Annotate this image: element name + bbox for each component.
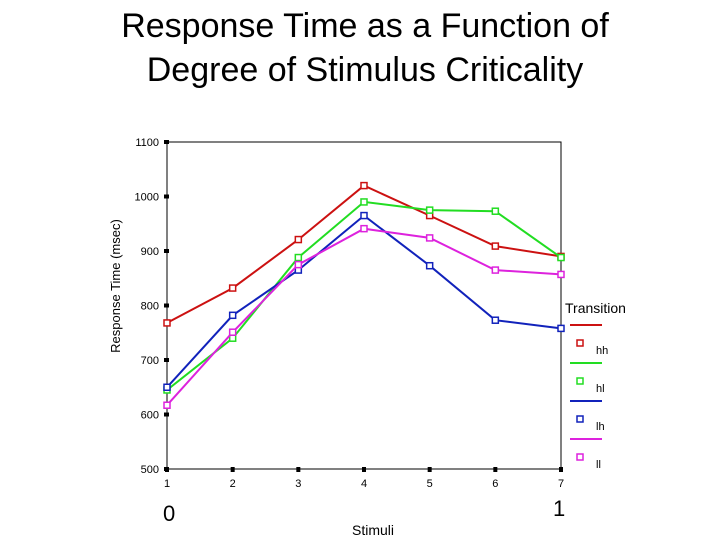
legend-marker-hh [576, 339, 584, 347]
data-point-lh [557, 324, 565, 333]
data-point-ll [557, 270, 565, 279]
x-tick-label: 3 [295, 478, 301, 490]
data-point-lh [360, 211, 368, 220]
data-point-hh [228, 284, 237, 292]
series-lh [163, 211, 565, 391]
data-point-ll [425, 234, 434, 242]
legend-marker-hl [576, 377, 584, 385]
legend-label-ll: ll [596, 459, 601, 471]
data-point-hl [360, 198, 368, 206]
y-axis: 500 600 700 800 900 1000 1100 [135, 137, 169, 476]
x-tick-label: 4 [361, 478, 367, 490]
data-point-hh [360, 181, 368, 190]
data-point-ll [163, 401, 171, 409]
data-point-hl [228, 334, 237, 342]
y-tick-label: 1100 [135, 137, 159, 149]
x-tick [493, 467, 498, 472]
x-tick-label: 6 [492, 478, 498, 490]
scale-start-label: 0 [163, 501, 176, 526]
y-tick [164, 412, 169, 417]
y-tick-label: 800 [141, 301, 159, 313]
x-tick [296, 467, 301, 472]
y-tick [164, 194, 169, 199]
legend-marker-ll [576, 453, 584, 461]
x-tick [559, 467, 563, 472]
data-point-ll [294, 260, 303, 269]
chart-title: Response Time as a Function of Degree of… [0, 4, 720, 92]
x-axis-label: Stimuli [352, 522, 394, 538]
y-tick-label: 900 [141, 246, 159, 258]
y-tick-label: 1000 [135, 192, 159, 204]
data-point-ll [360, 224, 368, 233]
y-tick-label: 600 [141, 410, 159, 422]
legend-title: Transition [565, 300, 626, 316]
x-tick [230, 467, 235, 472]
data-point-hh [491, 242, 500, 250]
y-tick [164, 303, 169, 308]
series-layer [163, 181, 565, 409]
legend-marker-lh [576, 415, 584, 423]
data-point-hl [557, 253, 565, 262]
y-tick [164, 358, 169, 362]
data-point-hl [294, 253, 303, 262]
chart-title-line-1: Response Time as a Function of [121, 7, 609, 45]
data-point-hl [425, 206, 434, 214]
data-point-ll [491, 266, 500, 274]
data-point-lh [491, 316, 500, 324]
legend-label-hh: hh [596, 345, 608, 357]
data-point-lh [163, 383, 171, 391]
x-tick [427, 467, 432, 472]
y-tick [164, 249, 169, 253]
x-tick-label: 1 [164, 478, 170, 490]
x-tick [165, 467, 169, 472]
legend-label-hl: hl [596, 383, 605, 395]
x-tick [362, 467, 366, 472]
x-axis: 1 2 3 4 5 6 7 [164, 467, 564, 490]
x-tick-label: 5 [427, 478, 433, 490]
scale-end-label: 1 [553, 496, 566, 521]
data-point-hh [163, 319, 171, 327]
y-tick-label: 500 [141, 464, 159, 476]
plot-area [166, 141, 562, 470]
legend: Transition hh hl lh ll [565, 300, 626, 471]
x-tick-label: 7 [558, 478, 564, 490]
y-tick [164, 140, 169, 144]
data-point-hh [294, 235, 303, 244]
legend-label-lh: lh [596, 421, 605, 433]
data-point-lh [425, 261, 434, 270]
series-ll [163, 224, 565, 409]
data-point-hl [491, 207, 500, 215]
data-point-ll [228, 328, 237, 336]
y-axis-label: Response Time (msec) [108, 219, 123, 353]
data-point-lh [228, 311, 237, 320]
y-tick-label: 700 [141, 355, 159, 367]
chart-title-line-2: Degree of Stimulus Criticality [146, 51, 584, 89]
x-tick-label: 2 [230, 478, 236, 490]
